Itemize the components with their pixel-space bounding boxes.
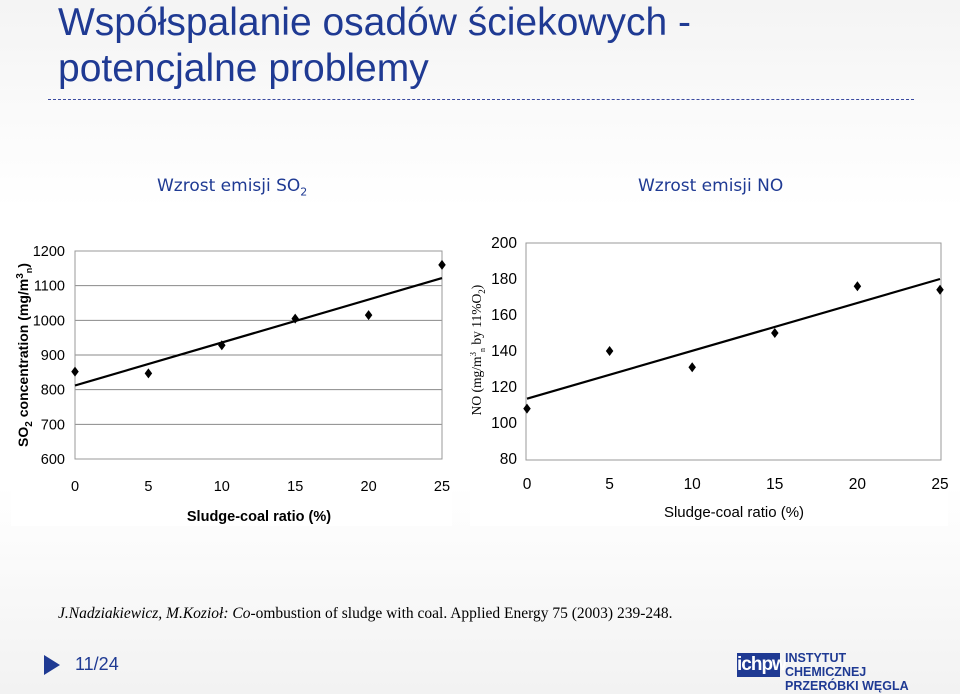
no-data-point xyxy=(523,403,531,414)
no-x-tick-labels: 0 5 10 15 20 25 xyxy=(523,476,949,493)
no-data-points xyxy=(523,281,944,414)
no-y-tick-label: 200 xyxy=(491,235,517,252)
citation: J.Nadziakiewicz, M.Kozioł: Co-ombustion … xyxy=(58,605,673,623)
so2-x-tick-label: 15 xyxy=(287,479,303,495)
title-line-1: Współspalanie osadów ściekowych - xyxy=(58,1,691,44)
subtitle-no: Wzrost emisji NO xyxy=(638,176,784,196)
no-ylabel-part: by 11%O xyxy=(470,293,484,347)
play-triangle-icon xyxy=(44,655,60,675)
subtitle-so2: Wzrost emisji SO2 xyxy=(157,176,307,198)
so2-plot-frame xyxy=(74,250,443,460)
no-ylabel-part: 2 xyxy=(477,289,487,294)
so2-y-tick-label: 1200 xyxy=(33,244,65,260)
so2-chart-panel: 600 700 800 900 1000 1100 1200 0 5 10 15 20 25 Slud… xyxy=(11,234,452,526)
no-y-tick-label: 180 xyxy=(491,271,517,288)
so2-x-tick-label: 20 xyxy=(361,479,377,495)
citation-rest: -ombustion of sludge with coal. Applied … xyxy=(250,605,673,622)
so2-data-point xyxy=(71,366,79,377)
citation-co: Co xyxy=(232,605,251,622)
so2-data-point xyxy=(364,310,373,321)
no-x-tick-label: 5 xyxy=(605,476,614,493)
so2-data-point xyxy=(144,368,153,379)
no-plot-frame xyxy=(525,242,942,461)
so2-data-point xyxy=(438,259,446,270)
no-ylabel-part: 3 xyxy=(470,351,478,356)
so2-y-tick-label: 700 xyxy=(41,417,65,433)
no-y-tick-label: 140 xyxy=(491,343,517,360)
so2-x-tick-label: 10 xyxy=(214,479,230,495)
so2-data-point xyxy=(218,340,226,351)
no-y-tick-label: 80 xyxy=(500,451,518,468)
subtitle-so2-text: Wzrost emisji SO xyxy=(157,176,301,196)
logo-text: INSTYTUT CHEMICZNEJ PRZERÓBKI WĘGLA xyxy=(785,651,917,693)
so2-ylabel-part: concentration (mg/m xyxy=(15,279,31,421)
so2-x-tick-label: 25 xyxy=(434,479,450,495)
so2-x-axis-label: Sludge-coal ratio (%) xyxy=(187,509,331,525)
no-x-tick-label: 10 xyxy=(684,476,702,493)
logo-mark: ichpw xyxy=(737,653,787,677)
no-chart-panel: 80 100 120 140 160 180 200 0 5 10 15 20 25 Sludge-c… xyxy=(468,234,949,526)
so2-gridlines xyxy=(75,250,442,460)
no-data-point xyxy=(771,328,779,338)
title-divider xyxy=(48,99,914,100)
so2-x-tick-label: 5 xyxy=(144,479,152,495)
so2-ylabel-part: 3 xyxy=(15,273,26,279)
so2-y-tick-label: 600 xyxy=(41,452,65,468)
no-trendline xyxy=(526,277,941,400)
subtitle-so2-subscript: 2 xyxy=(300,185,308,199)
so2-trendline xyxy=(74,276,443,387)
so2-y-tick-label: 800 xyxy=(41,383,65,399)
no-data-point xyxy=(936,284,944,295)
no-data-point xyxy=(605,346,614,356)
so2-y-axis-label: SO2 concentration (mg/m3n) xyxy=(15,263,35,447)
no-chart: 80 100 120 140 160 180 200 0 5 10 15 20 25 Sludge-c… xyxy=(468,235,949,521)
no-ylabel-part: ) xyxy=(470,285,484,290)
title-line-2: potencjalne problemy xyxy=(58,47,429,90)
no-y-tick-labels: 80 100 120 140 160 180 200 xyxy=(491,235,517,468)
so2-chart: 600 700 800 900 1000 1100 1200 0 5 10 15 20 25 Slud… xyxy=(15,244,450,525)
page-number: 11/24 xyxy=(75,654,119,674)
so2-y-tick-label: 900 xyxy=(41,348,65,364)
no-x-tick-label: 15 xyxy=(766,476,783,493)
citation-authors: J.Nadziakiewicz, M.Kozioł: xyxy=(58,605,233,622)
so2-data-points xyxy=(71,259,446,379)
no-x-axis-label: Sludge-coal ratio (%) xyxy=(664,504,804,521)
no-ylabel-part: n xyxy=(478,348,487,352)
no-y-tick-label: 160 xyxy=(491,307,517,324)
no-x-tick-label: 25 xyxy=(931,476,948,493)
logo-line-2: PRZERÓBKI WĘGLA xyxy=(785,679,909,693)
no-x-tick-label: 20 xyxy=(849,476,867,493)
so2-y-tick-label: 1100 xyxy=(34,279,65,295)
so2-x-tick-label: 0 xyxy=(71,479,79,495)
slide-title: Współspalanie osadów ściekowych - potenc… xyxy=(58,0,938,92)
no-ylabel-part: NO (mg/m xyxy=(470,356,484,415)
so2-ylabel-part: 2 xyxy=(24,421,35,427)
no-data-point xyxy=(688,362,696,373)
so2-x-tick-labels: 0 5 10 15 20 25 xyxy=(71,479,450,495)
so2-ylabel-part: ) xyxy=(15,263,31,268)
no-y-tick-label: 120 xyxy=(491,379,517,396)
logo-line-1: INSTYTUT CHEMICZNEJ xyxy=(785,651,867,679)
no-x-tick-label: 0 xyxy=(523,476,532,493)
no-y-axis-label: NO (mg/m3n by 11%O2) xyxy=(470,285,487,416)
so2-ylabel-part: n xyxy=(24,268,34,274)
so2-y-tick-label: 1000 xyxy=(33,313,65,329)
so2-ylabel-part: SO xyxy=(15,427,31,447)
so2-y-tick-labels: 600 700 800 900 1000 1100 1200 xyxy=(33,244,65,468)
institute-logo: ichpw INSTYTUT CHEMICZNEJ PRZERÓBKI WĘGL… xyxy=(737,651,917,693)
no-data-point xyxy=(853,281,862,292)
no-y-tick-label: 100 xyxy=(491,415,517,432)
so2-data-point xyxy=(291,313,299,324)
